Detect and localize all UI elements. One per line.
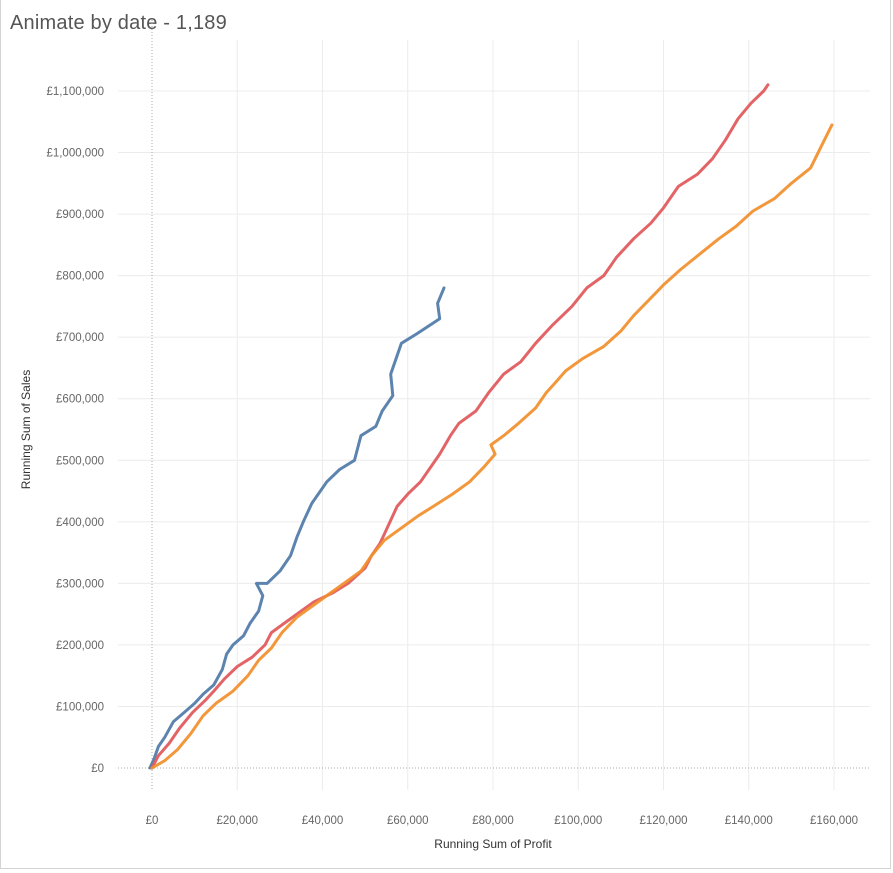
x-axis-ticks: £0 £20,000 £40,000 £60,000 £80,000 £100,000 £1… [146,815,858,827]
x-tick-label: £60,000 [387,815,429,827]
y-tick-label: £700,000 [56,332,104,344]
x-tick-label: £0 [146,815,159,827]
y-tick-label: £600,000 [56,394,104,406]
chart-title: Animate by date - 1,189 [10,12,227,34]
y-tick-label: £1,100,000 [46,86,104,98]
y-tick-label: £100,000 [56,701,104,713]
y-tick-label: £300,000 [56,578,104,590]
series-line-3 [150,123,834,770]
y-axis-title: Running Sum of Sales [19,370,33,489]
y-tick-label: £500,000 [56,455,104,467]
x-tick-label: £80,000 [472,815,514,827]
x-axis-title: Running Sum of Profit [434,837,552,851]
x-tick-label: £120,000 [640,815,688,827]
zero-lines [118,20,870,790]
series-lines [148,83,834,770]
x-tick-label: £100,000 [554,815,602,827]
x-tick-label: £160,000 [810,815,858,827]
y-tick-label: £0 [91,763,104,775]
x-tick-label: £20,000 [216,815,258,827]
y-tick-label: £1,000,000 [46,148,104,160]
series-line-2 [150,83,770,770]
y-tick-label: £800,000 [56,271,104,283]
series-line-1 [148,286,446,770]
x-tick-label: £40,000 [302,815,344,827]
x-tick-label: £140,000 [725,815,773,827]
y-axis-ticks: £0 £100,000 £200,000 £300,000 £400,000 £500,0… [46,86,104,775]
grid [118,40,870,790]
y-tick-label: £900,000 [56,209,104,221]
y-tick-label: £400,000 [56,517,104,529]
y-tick-label: £200,000 [56,640,104,652]
